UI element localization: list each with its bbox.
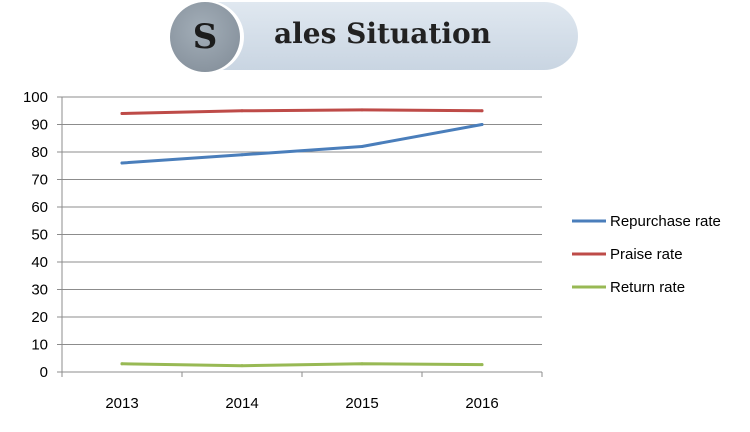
series-line-repurchase-rate	[120, 123, 484, 165]
y-tick-label: 40	[31, 254, 48, 271]
legend-label-praise-rate: Praise rate	[610, 246, 683, 263]
data-point-repurchase-rate	[480, 123, 484, 126]
data-point-praise-rate	[120, 112, 124, 115]
banner-pill	[186, 2, 578, 70]
data-point-return-rate	[480, 363, 484, 367]
data-point-return-rate	[240, 364, 244, 368]
x-tick-label: 2015	[345, 395, 378, 412]
data-point-praise-rate	[480, 109, 484, 113]
legend-label-return-rate: Return rate	[610, 279, 685, 296]
x-tick-label: 2016	[465, 395, 498, 412]
data-point-repurchase-rate	[360, 145, 364, 148]
x-tick-label: 2014	[225, 395, 258, 412]
y-tick-label: 0	[40, 364, 48, 381]
grid-layer	[62, 96, 542, 345]
data-point-return-rate	[360, 362, 364, 366]
data-point-repurchase-rate	[240, 153, 244, 157]
series-line-praise-rate	[120, 108, 484, 115]
data-point-praise-rate	[240, 109, 244, 113]
y-tick-label: 100	[23, 89, 48, 106]
series-line-return-rate	[120, 362, 484, 368]
axis-layer: 0 10 20 30 40 50 60 70 80 90 100 2013 2014 2015 2016	[23, 89, 543, 412]
y-tick-label: 50	[31, 227, 48, 244]
y-tick-label: 90	[31, 117, 48, 134]
y-tick-label: 70	[31, 172, 48, 189]
series-layer	[120, 108, 484, 368]
y-tick-label: 80	[31, 144, 48, 161]
y-tick-label: 10	[31, 337, 48, 354]
chart-title: ales Situation	[274, 17, 491, 50]
data-point-return-rate	[120, 362, 124, 366]
y-tick-label: 60	[31, 199, 48, 216]
y-tick-label: 30	[31, 282, 48, 299]
banner-initial: S	[170, 2, 240, 72]
title-banner: S ales Situation	[0, 0, 750, 80]
x-tick-label: 2013	[105, 395, 138, 412]
data-point-repurchase-rate	[120, 161, 124, 165]
legend-label-repurchase-rate: Repurchase rate	[610, 213, 721, 230]
y-tick-label: 20	[31, 309, 48, 326]
legend: Repurchase rate Praise rate Return rate	[572, 213, 721, 296]
data-point-praise-rate	[360, 108, 364, 112]
